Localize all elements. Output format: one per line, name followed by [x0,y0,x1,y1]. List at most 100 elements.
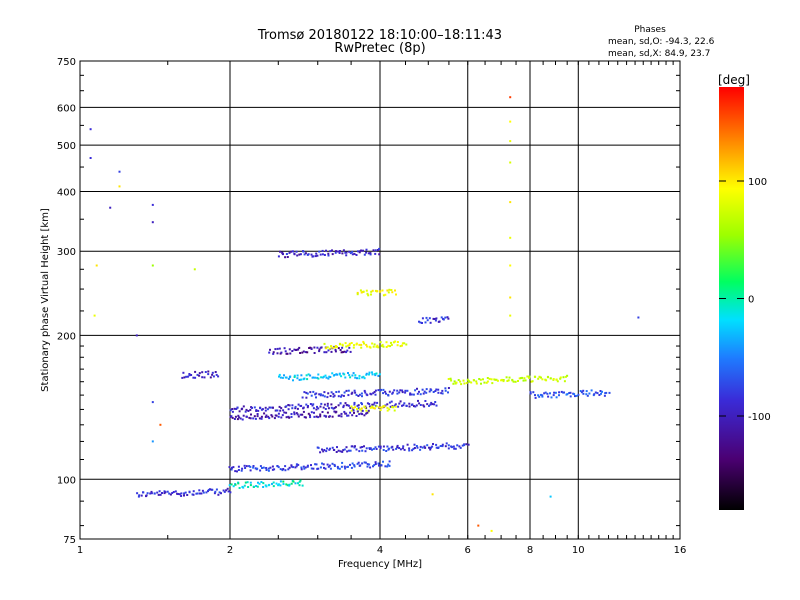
data-point [539,393,542,396]
data-point [360,402,363,404]
data-point [322,463,325,466]
data-point [509,96,512,99]
data-point [317,377,320,380]
data-point [375,372,378,375]
data-point [300,374,303,377]
data-point [382,388,385,391]
data-point [349,411,352,414]
data-point [414,389,417,392]
data-point [318,393,321,396]
data-point [293,374,296,377]
data-point [357,407,360,410]
data-point [271,465,274,468]
data-point [375,405,378,408]
data-point [373,401,376,404]
data-point [234,483,237,486]
data-point [552,394,555,397]
data-point [330,403,333,406]
data-point [388,408,391,411]
data-point [200,492,203,495]
data-point [422,404,425,407]
data-point [353,252,356,255]
data-point [387,463,390,466]
data-point [222,489,225,492]
data-point [377,462,380,465]
data-point [365,409,368,412]
data-point [351,250,354,253]
data-point [255,409,258,412]
data-point [118,170,121,173]
data-point [413,443,416,446]
data-point [290,413,293,415]
data-point [316,346,319,349]
data-point [328,448,331,451]
data-point [355,448,358,451]
data-point [309,391,312,394]
data-point [282,480,285,483]
data-point [364,461,367,464]
data-point [184,491,187,494]
data-point [333,465,336,467]
data-point [343,350,346,353]
data-point [156,491,159,494]
data-point [362,375,365,378]
data-point [150,492,153,495]
data-point [447,391,449,394]
data-point [316,405,318,408]
data-point [300,378,303,381]
data-point [151,203,154,206]
data-point [296,254,299,257]
data-point [249,417,252,420]
data-point [237,414,240,417]
data-point [323,403,326,406]
data-point [435,388,438,391]
data-point [294,466,297,469]
data-point [406,389,409,392]
data-point [468,380,471,383]
data-point [238,410,241,413]
y-tick-label: 750 [57,57,76,68]
data-point [447,447,450,450]
data-point [318,348,321,351]
data-point [475,380,478,383]
data-point [317,407,320,410]
data-point [382,345,385,348]
data-point [381,343,384,346]
data-point [181,376,184,379]
data-point [327,254,330,257]
data-point [444,389,447,392]
data-point [269,406,272,409]
data-point [588,392,591,395]
data-point [339,402,342,405]
data-point [334,346,337,349]
data-point [440,316,443,319]
data-point [278,373,281,376]
data-point [288,416,291,419]
data-point [328,464,331,467]
data-point [136,492,139,495]
data-point [452,445,455,448]
data-point [392,406,395,409]
data-point [280,407,283,410]
data-point [310,464,312,467]
data-point [372,465,374,468]
data-point [255,485,258,487]
data-point [379,409,382,411]
data-point [345,389,348,392]
data-point [408,447,411,450]
data-point [327,407,330,410]
data-point [441,389,444,392]
data-point [347,372,349,374]
data-point [301,351,304,354]
data-point [238,487,241,489]
data-point [262,482,265,485]
data-point [186,494,189,496]
data-point [547,395,550,398]
data-point [453,380,456,383]
data-point [404,389,407,392]
data-point [333,410,336,413]
data-point [347,394,350,397]
data-point [537,377,540,380]
data-point [260,481,263,483]
data-point [171,492,174,494]
